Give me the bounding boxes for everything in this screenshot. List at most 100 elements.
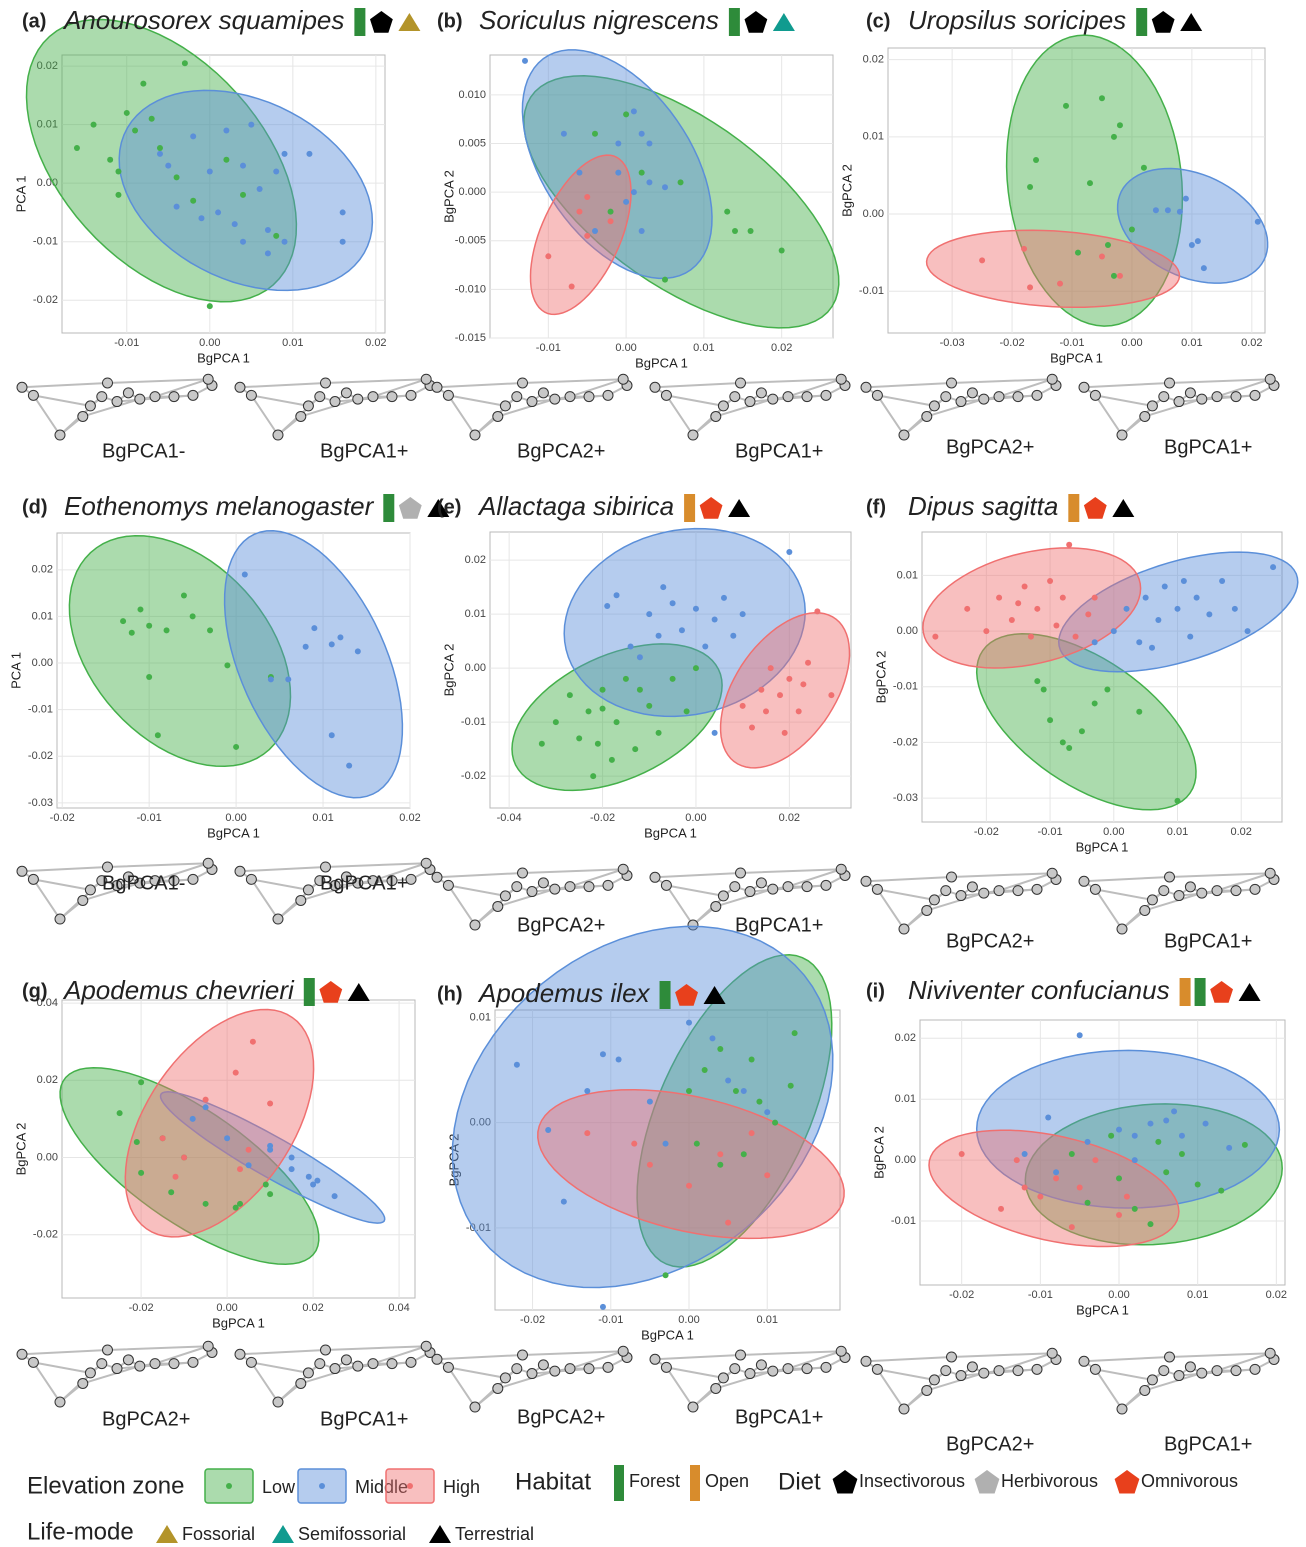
- data-point: [140, 81, 146, 87]
- landmark: [836, 864, 846, 874]
- data-point: [1155, 1139, 1161, 1145]
- data-point: [1111, 273, 1117, 279]
- x-axis-title: BgPCA 1: [207, 825, 260, 840]
- data-point: [285, 676, 291, 682]
- landmark: [1079, 876, 1089, 886]
- landmark: [1117, 1404, 1127, 1414]
- landmark: [1165, 378, 1175, 388]
- data-point: [646, 703, 652, 709]
- data-point: [282, 151, 288, 157]
- landmark: [1147, 1375, 1157, 1385]
- panel-title: Niviventer confucianus: [908, 975, 1170, 1005]
- wireframe: [240, 1350, 326, 1354]
- landmark: [711, 901, 721, 911]
- y-axis-title: BgPCA 2: [441, 644, 456, 697]
- x-tick-label: 0.01: [1167, 826, 1188, 838]
- y-tick-label: -0.03: [28, 797, 53, 809]
- landmark: [718, 401, 728, 411]
- landmark: [899, 924, 909, 934]
- data-point: [656, 730, 662, 736]
- data-point: [311, 625, 317, 631]
- landmark: [432, 1354, 442, 1364]
- data-point: [979, 257, 985, 263]
- data-point: [545, 253, 551, 259]
- wireframe: [1084, 383, 1170, 387]
- landmark: [500, 891, 510, 901]
- landmark: [1140, 411, 1150, 421]
- landmark: [565, 1364, 575, 1374]
- y-tick-label: -0.015: [455, 332, 486, 344]
- landmark: [1140, 1385, 1150, 1395]
- wireframe: [240, 867, 326, 871]
- landmark: [711, 411, 721, 421]
- data-point: [1079, 728, 1085, 734]
- data-point: [1226, 1145, 1232, 1151]
- data-point: [1132, 1157, 1138, 1163]
- data-point: [758, 687, 764, 693]
- y-tick-label: 0.02: [465, 554, 486, 566]
- data-point: [1219, 578, 1225, 584]
- data-point: [263, 1182, 269, 1188]
- y-tick-label: -0.005: [455, 235, 486, 247]
- landmark: [1013, 886, 1023, 896]
- data-point: [788, 1083, 794, 1089]
- data-point: [592, 228, 598, 234]
- landmark: [246, 874, 256, 884]
- panel-title: Apodemus ilex: [477, 978, 651, 1008]
- landmark: [1159, 1366, 1169, 1376]
- panel: -0.010.000.010.02-0.02-0.010.000.010.02B…: [13, 5, 435, 462]
- data-point: [1092, 700, 1098, 706]
- data-point: [1037, 1194, 1043, 1200]
- data-point: [160, 1135, 166, 1141]
- data-point: [1195, 238, 1201, 244]
- data-point: [684, 708, 690, 714]
- wireframe: [22, 867, 108, 871]
- data-point: [340, 239, 346, 245]
- data-point: [303, 644, 309, 650]
- data-point: [268, 676, 274, 682]
- landmark: [493, 901, 503, 911]
- landmark: [745, 397, 755, 407]
- landmark: [203, 1341, 213, 1351]
- landmark: [493, 1383, 503, 1393]
- data-point: [712, 616, 718, 622]
- legend-label: Omnivorous: [1141, 1471, 1238, 1491]
- data-point: [1009, 617, 1015, 623]
- data-point: [1085, 1139, 1091, 1145]
- x-tick-label: 0.01: [1181, 337, 1202, 349]
- landmark: [650, 1354, 660, 1364]
- diet-icon: [319, 981, 342, 1003]
- landmark: [188, 874, 198, 884]
- wireframe: [866, 1357, 952, 1361]
- data-point: [1014, 1157, 1020, 1163]
- landmark: [730, 882, 740, 892]
- landmark: [1047, 868, 1057, 878]
- landmark: [718, 1373, 728, 1383]
- landmark: [387, 392, 397, 402]
- landmark: [1197, 394, 1207, 404]
- landmark: [538, 388, 548, 398]
- landmark: [315, 392, 325, 402]
- habitat-icon: [1136, 8, 1147, 36]
- habitat-icon: [354, 8, 365, 36]
- wireframe: [33, 395, 90, 406]
- x-tick-label: 0.00: [1103, 826, 1124, 838]
- landmark: [783, 1364, 793, 1374]
- data-point: [749, 725, 755, 731]
- landmark: [872, 1364, 882, 1374]
- panel-title: Apodemus chevrieri: [62, 975, 295, 1005]
- y-tick-label: 0.00: [37, 1151, 58, 1163]
- data-point: [1085, 1200, 1091, 1206]
- data-point: [1108, 1133, 1114, 1139]
- data-point: [164, 627, 170, 633]
- data-point: [1242, 1142, 1248, 1148]
- data-point: [117, 1110, 123, 1116]
- data-point: [604, 603, 610, 609]
- landmark: [929, 401, 939, 411]
- data-point: [749, 1056, 755, 1062]
- landmark: [518, 868, 528, 878]
- landmark: [1032, 884, 1042, 894]
- data-point: [600, 706, 606, 712]
- landmark: [730, 1364, 740, 1374]
- landmark: [97, 1359, 107, 1369]
